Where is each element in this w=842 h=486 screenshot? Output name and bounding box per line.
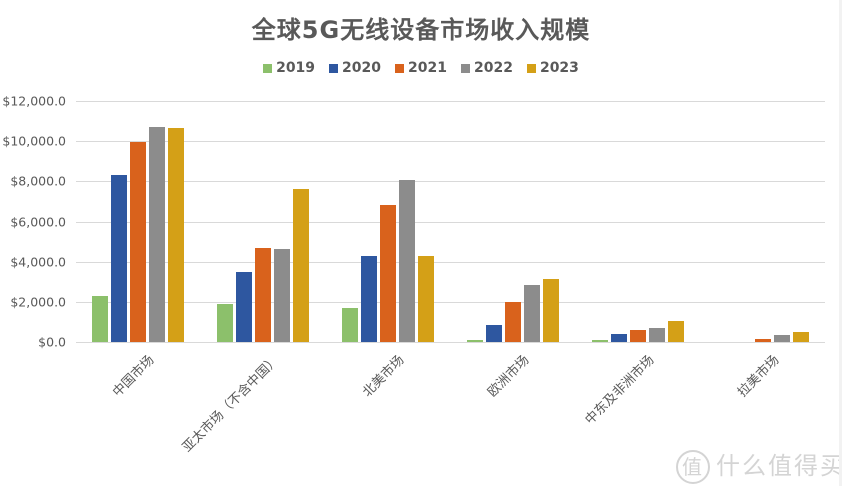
gridline xyxy=(76,141,825,143)
legend-item-2022: 2022 xyxy=(460,60,513,76)
bar-2023 xyxy=(542,279,559,342)
gridline xyxy=(76,221,825,223)
bar-2019 xyxy=(342,307,359,342)
bar-2021 xyxy=(504,301,521,342)
bar-2019 xyxy=(217,303,234,342)
bar-2021 xyxy=(380,205,397,342)
bar-2019 xyxy=(466,339,483,342)
chart-title: 全球5G无线设备市场收入规模 xyxy=(251,16,591,44)
legend-label: 2022 xyxy=(473,60,513,76)
bar-2022 xyxy=(523,285,540,342)
bar-2022 xyxy=(773,335,790,342)
legend-swatch-icon xyxy=(460,63,470,73)
bar-2023 xyxy=(293,189,310,342)
y-tick-label: $10,000.0 xyxy=(2,133,66,149)
watermark: 值什么值得买 xyxy=(676,446,842,484)
bar-2023 xyxy=(792,331,809,342)
legend-swatch-icon xyxy=(329,63,339,73)
bar-2020 xyxy=(485,324,502,342)
y-tick-label: $2,000.0 xyxy=(10,294,66,310)
bar-2021 xyxy=(754,339,771,342)
right-edge-border xyxy=(839,0,842,486)
x-tick-label: 北美市场 xyxy=(360,352,408,401)
bar-2020 xyxy=(610,334,627,342)
legend-item-2020: 2020 xyxy=(329,60,381,76)
bar-2020 xyxy=(236,272,253,342)
legend-item-2023: 2023 xyxy=(526,60,579,76)
x-tick-label: 中东及非洲市场 xyxy=(582,352,658,428)
gridline xyxy=(76,101,825,102)
y-tick-label: $8,000.0 xyxy=(10,173,66,189)
bar-2022 xyxy=(399,179,416,342)
bar-2022 xyxy=(149,126,166,342)
y-tick-label: $4,000.0 xyxy=(10,254,66,270)
legend-label: 2023 xyxy=(539,60,579,76)
x-tick-label: 中国市场 xyxy=(110,352,158,401)
legend-swatch-icon xyxy=(395,63,405,73)
watermark-logo-icon: 值 xyxy=(676,450,710,484)
bar-2021 xyxy=(629,330,646,342)
legend-item-2019: 2019 xyxy=(263,60,315,76)
bar-2023 xyxy=(667,320,684,342)
plot-area xyxy=(76,101,825,343)
gridline xyxy=(76,261,825,263)
bar-2019 xyxy=(591,340,608,342)
legend-swatch-icon xyxy=(526,63,536,73)
x-tick-label: 拉美市场 xyxy=(734,352,783,401)
watermark-text: 什么值得买 xyxy=(716,452,842,480)
legend-label: 2019 xyxy=(276,60,316,76)
bar-2020 xyxy=(111,175,128,342)
gridline xyxy=(76,301,825,303)
legend-label: 2021 xyxy=(408,60,447,76)
gridline xyxy=(76,181,825,183)
bar-2022 xyxy=(648,327,665,342)
x-tick-label: 亚太市场（不含中国） xyxy=(180,352,283,456)
legend-item-2021: 2021 xyxy=(395,60,447,76)
y-tick-label: $0.0 xyxy=(38,334,66,350)
gridline xyxy=(76,342,825,343)
bar-2021 xyxy=(255,248,272,342)
bar-2023 xyxy=(168,127,185,342)
chart-legend: 2019 2020 2021 2022 2023 xyxy=(0,60,842,76)
x-tick-label: 欧洲市场 xyxy=(484,352,533,401)
bar-2023 xyxy=(418,255,435,342)
bar-2022 xyxy=(274,248,291,342)
bar-2020 xyxy=(361,255,378,342)
legend-swatch-icon xyxy=(263,63,273,73)
y-tick-label: $6,000.0 xyxy=(10,214,66,229)
legend-label: 2020 xyxy=(342,60,382,76)
bar-2021 xyxy=(130,141,147,342)
y-tick-label: $12,000.0 xyxy=(2,93,66,109)
bar-2019 xyxy=(92,295,109,342)
